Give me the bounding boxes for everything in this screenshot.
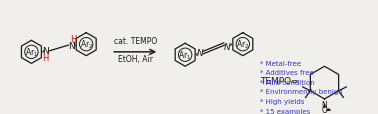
Text: cat. TEMPO: cat. TEMPO xyxy=(113,37,157,46)
Text: N: N xyxy=(322,100,327,109)
Text: N: N xyxy=(224,42,231,51)
Text: TEMPO=: TEMPO= xyxy=(260,76,299,85)
Text: EtOH, Air: EtOH, Air xyxy=(118,54,153,63)
Text: * 15 examples: * 15 examples xyxy=(260,108,310,114)
Text: N: N xyxy=(68,41,75,50)
Text: N: N xyxy=(42,47,49,56)
Text: * Additives free: * Additives free xyxy=(260,70,314,75)
Text: * Environmently benign: * Environmently benign xyxy=(260,89,343,95)
Text: * Mild condition: * Mild condition xyxy=(260,79,315,85)
Text: * High yields: * High yields xyxy=(260,98,305,104)
Text: O: O xyxy=(322,105,327,114)
Text: $\mathregular{Ar_2}$: $\mathregular{Ar_2}$ xyxy=(79,39,93,51)
Text: * Metal-free: * Metal-free xyxy=(260,60,301,66)
Text: N: N xyxy=(197,49,204,58)
Text: H: H xyxy=(71,35,77,44)
Text: $\mathregular{Ar_1}$: $\mathregular{Ar_1}$ xyxy=(25,46,38,59)
Text: H: H xyxy=(42,54,48,63)
Text: $\mathregular{Ar_1}$: $\mathregular{Ar_1}$ xyxy=(178,49,192,61)
Text: $\mathregular{Ar_2}$: $\mathregular{Ar_2}$ xyxy=(236,39,249,51)
